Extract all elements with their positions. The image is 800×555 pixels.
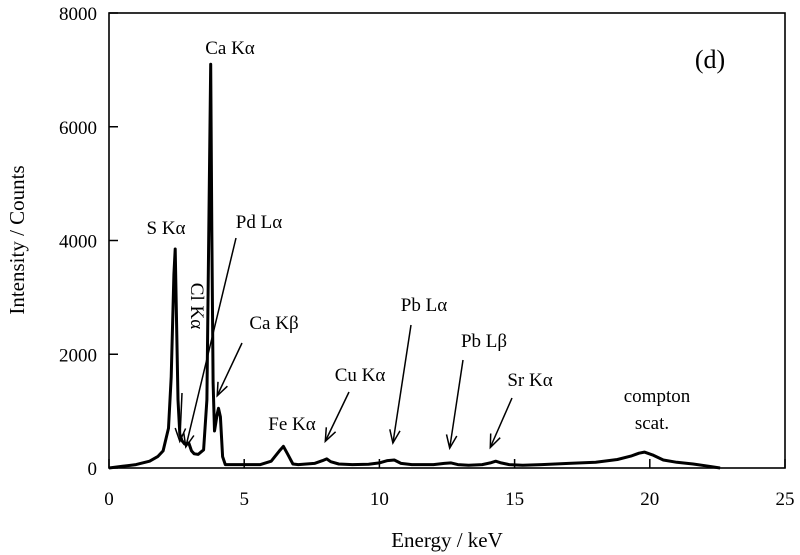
peak-label: Ca Kβ	[249, 313, 298, 334]
y-axis-title: Intensity / Counts	[5, 165, 29, 314]
y-tick-label: 8000	[59, 4, 97, 25]
annotation-arrow	[185, 237, 237, 448]
peak-label: Pb Lβ	[461, 331, 507, 352]
x-tick-label: 10	[370, 489, 389, 510]
arrow-head	[445, 434, 458, 451]
y-tick-label: 0	[88, 459, 98, 480]
peak-label: Pb Lα	[401, 295, 447, 316]
annotation-labels: Ca Kα S Kα Pd Lα Cl Kα Ca Kβ Fe Kα Cu Kα Pb Lα P…	[147, 38, 691, 435]
annotation-arrows	[174, 237, 513, 451]
arrow-head	[324, 427, 337, 444]
arrow-head	[216, 381, 228, 398]
annotation-arrow	[392, 324, 412, 444]
x-axis-title: Energy / keV	[391, 528, 503, 552]
spectrum-line	[108, 62, 721, 470]
arrow-head	[489, 433, 501, 450]
arrow-head	[183, 432, 195, 449]
peak-label: Fe Kα	[268, 414, 315, 435]
x-tick-label: 20	[640, 489, 659, 510]
peak-label: Sr Kα	[507, 370, 552, 391]
y-tick-label: 2000	[59, 345, 97, 366]
x-tick-label: 25	[776, 489, 795, 510]
peak-label: Pd Lα	[236, 212, 282, 233]
annotation-arrow	[489, 397, 513, 448]
annotation-arrow	[448, 359, 464, 449]
y-axis-ticks: 0 2000 4000 6000 8000	[59, 4, 118, 480]
x-tick-label: 15	[505, 489, 524, 510]
peak-label: Cl Kα	[186, 283, 207, 329]
annotation-arrow	[216, 342, 243, 397]
annotation-arrow	[324, 391, 350, 442]
y-tick-label: 6000	[59, 118, 97, 139]
x-tick-label: 0	[104, 489, 114, 510]
x-axis-ticks: 0 5 10 15 20 25	[104, 459, 795, 510]
peak-label: Ca Kα	[205, 38, 255, 59]
peak-label: scat.	[635, 413, 669, 434]
x-tick-label: 5	[239, 489, 249, 510]
annotation-arrow	[179, 392, 183, 442]
peak-label: Cu Kα	[335, 365, 386, 386]
panel-label: (d)	[695, 45, 725, 74]
peak-label: compton	[624, 386, 691, 407]
peak-label: S Kα	[147, 218, 186, 239]
y-tick-label: 4000	[59, 232, 97, 253]
arrow-head	[389, 429, 401, 446]
arrow-head	[174, 427, 187, 444]
